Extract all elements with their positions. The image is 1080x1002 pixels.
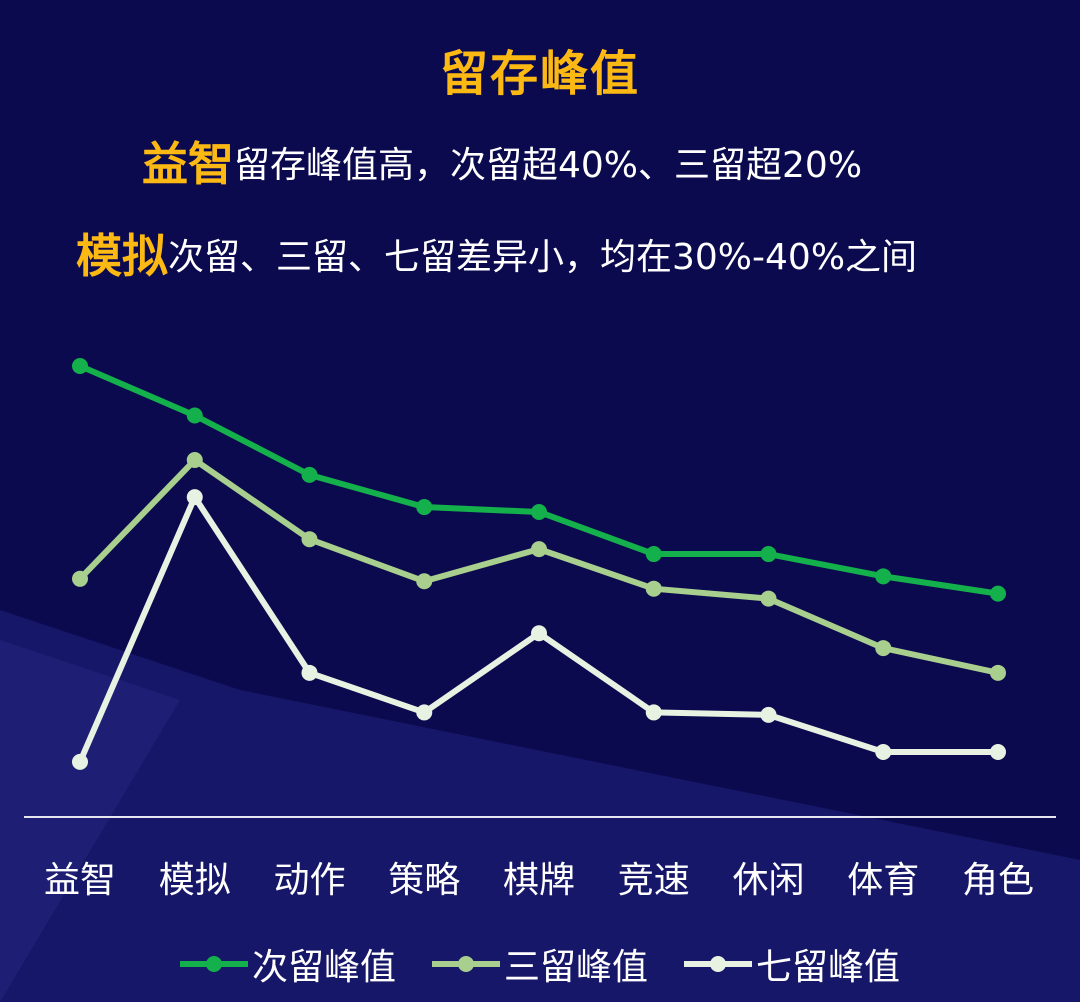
data-point <box>72 753 88 770</box>
legend-item: 次留峰值 <box>179 938 396 990</box>
data-point <box>301 664 318 681</box>
data-point <box>645 546 662 563</box>
chart-title: 留存峰值 <box>439 46 640 102</box>
legend: 次留峰值 三留峰值 七留峰值 <box>0 936 1080 992</box>
data-point <box>875 568 892 585</box>
data-point <box>531 503 547 520</box>
data-point <box>645 704 662 721</box>
subtitle-line-2: 模拟次留、三留、七留差异小，均在30%-40%之间 <box>76 220 917 286</box>
subtitle-line-2-text: 次留、三留、七留差异小，均在30%-40%之间 <box>168 237 918 278</box>
x-tick-label: 动作 <box>273 860 345 901</box>
x-tick-label: 策略 <box>388 860 460 901</box>
data-point <box>760 590 777 607</box>
data-point <box>301 531 318 548</box>
data-point <box>760 706 777 723</box>
legend-swatch <box>179 956 248 972</box>
x-tick-label: 体育 <box>847 860 919 901</box>
highlight-puzzle: 益智 <box>142 137 234 191</box>
data-point <box>875 640 892 657</box>
data-point <box>760 546 777 563</box>
x-tick-label: 模拟 <box>159 860 231 901</box>
data-point <box>186 452 203 469</box>
data-point <box>72 358 88 374</box>
x-tick-label: 竞速 <box>618 860 690 901</box>
series-line <box>78 363 999 597</box>
x-tick-label: 休闲 <box>732 860 804 901</box>
data-point <box>990 585 1006 602</box>
data-point <box>72 570 88 587</box>
data-point <box>645 580 662 597</box>
x-tick-label: 角色 <box>962 860 1034 901</box>
highlight-simulation: 模拟 <box>76 229 168 283</box>
data-point <box>416 704 433 721</box>
data-point <box>416 499 433 516</box>
data-point <box>416 573 433 590</box>
data-point <box>990 744 1006 760</box>
legend-label: 七留峰值 <box>756 947 901 988</box>
data-point <box>875 744 892 760</box>
data-point <box>990 664 1006 681</box>
legend-swatch <box>684 956 752 972</box>
x-tick-label: 益智 <box>44 860 116 901</box>
data-point <box>301 466 318 483</box>
legend-label: 次留峰值 <box>251 947 396 988</box>
data-point <box>531 541 547 558</box>
data-point <box>186 489 203 506</box>
legend-item: 七留峰值 <box>684 938 900 990</box>
data-point <box>186 407 203 424</box>
data-point <box>531 625 547 642</box>
subtitle-line-1: 益智留存峰值高，次留超40%、三留超20% <box>142 128 862 194</box>
x-tick-label: 棋牌 <box>503 860 575 901</box>
legend-swatch <box>431 956 500 972</box>
legend-label: 三留峰值 <box>503 947 648 988</box>
legend-item: 三留峰值 <box>431 938 648 990</box>
subtitle-line-1-text: 留存峰值高，次留超40%、三留超20% <box>234 145 863 186</box>
